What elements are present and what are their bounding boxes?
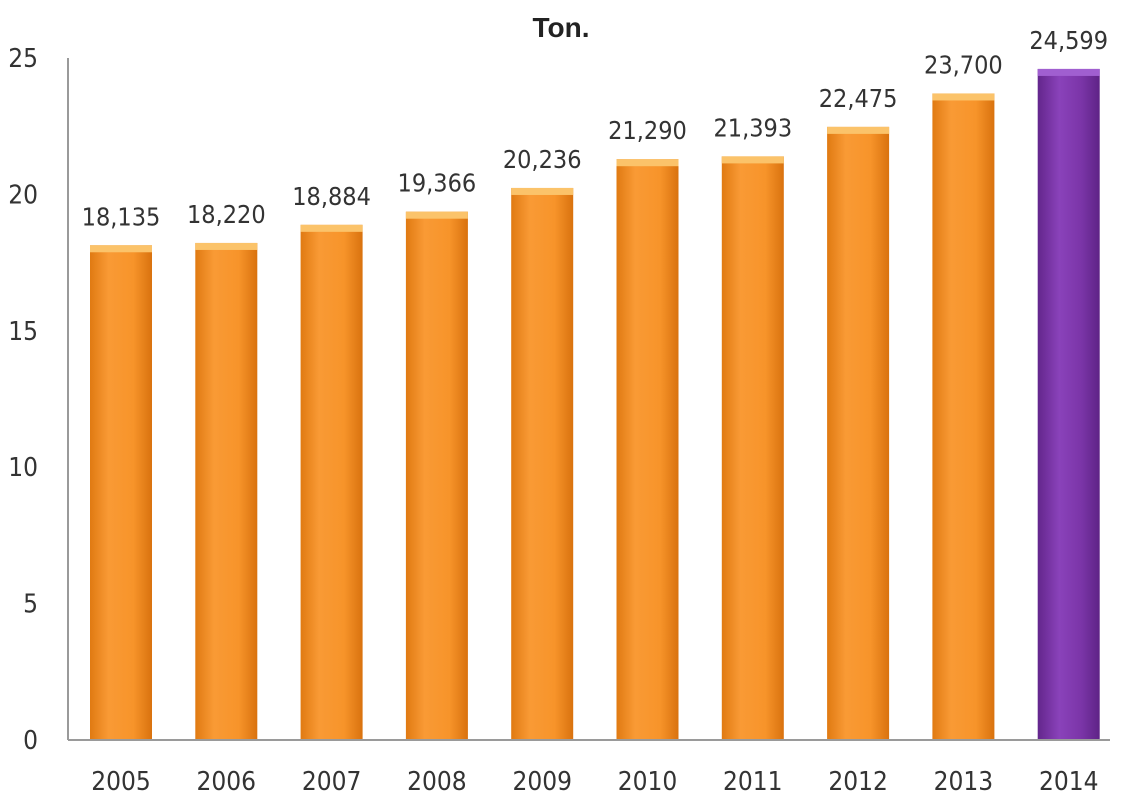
- bar-2013: [932, 93, 995, 741]
- bar-top-highlight: [616, 159, 679, 167]
- bar-2007: [300, 224, 363, 740]
- y-tick-label: 5: [23, 590, 38, 620]
- bar-top-highlight: [1037, 68, 1100, 76]
- x-tick-label: 2009: [512, 767, 572, 797]
- bar-2005: [90, 245, 152, 740]
- x-tick-label: 2005: [91, 767, 151, 797]
- data-label: 24,599: [1029, 26, 1108, 55]
- bar-top-highlight: [827, 126, 890, 134]
- data-label: 19,366: [398, 169, 477, 198]
- bar-2008: [405, 211, 468, 740]
- data-label: 18,884: [292, 182, 371, 211]
- bar-2006: [195, 242, 258, 740]
- bar-top-highlight: [405, 211, 468, 219]
- data-label: 18,135: [82, 202, 161, 231]
- x-tick-label: 2014: [1039, 767, 1099, 797]
- data-label: 23,700: [924, 50, 1003, 79]
- bar-top-highlight: [300, 224, 363, 232]
- data-label: 21,290: [608, 116, 687, 145]
- x-tick-label: 2008: [407, 767, 467, 797]
- x-tick-label: 2012: [828, 767, 888, 797]
- bar-top-highlight: [721, 156, 784, 164]
- data-label: 22,475: [819, 84, 898, 113]
- bar-2012: [827, 126, 890, 740]
- y-tick-label: 20: [8, 180, 38, 210]
- bar-2014: [1037, 68, 1100, 741]
- bar-top-highlight: [90, 245, 152, 253]
- y-tick-label: 15: [8, 317, 38, 347]
- x-tick-label: 2007: [302, 767, 362, 797]
- bar-2011: [721, 156, 784, 741]
- x-tick-label: 2010: [618, 767, 678, 797]
- x-tick-label: 2011: [723, 767, 783, 797]
- x-tick-label: 2013: [934, 767, 994, 797]
- bar-2010: [616, 159, 679, 740]
- y-tick-label: 25: [8, 44, 38, 74]
- data-label: 20,236: [503, 145, 582, 174]
- y-tick-label: 10: [8, 453, 38, 483]
- bar-top-highlight: [511, 187, 574, 195]
- chart-title: Ton.: [532, 12, 590, 43]
- data-label: 18,220: [187, 200, 266, 229]
- bar-top-highlight: [195, 242, 258, 250]
- x-tick-label: 2006: [197, 767, 257, 797]
- data-label: 21,393: [713, 113, 792, 142]
- bar-top-highlight: [932, 93, 995, 101]
- bar-2009: [511, 187, 574, 740]
- y-tick-label: 0: [23, 726, 38, 756]
